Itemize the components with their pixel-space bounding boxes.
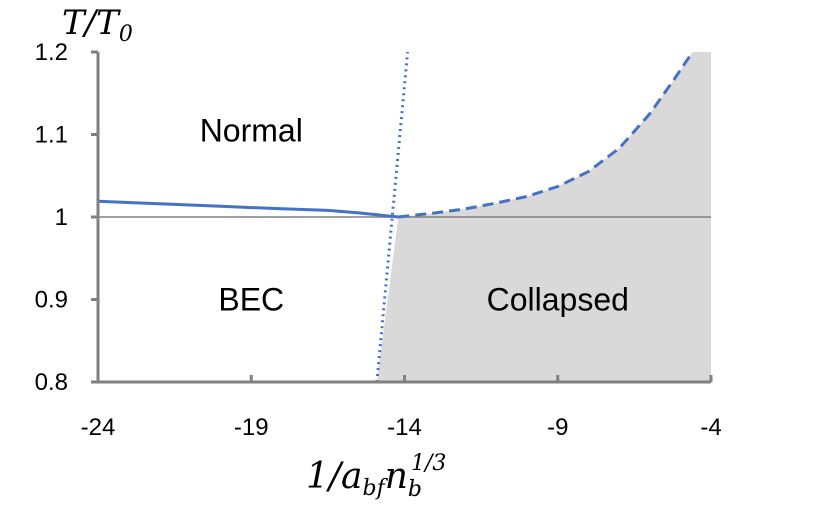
y-axis-title: T/T0 xyxy=(62,3,133,47)
x-axis-title: 1/abfnb1/3 xyxy=(306,451,446,502)
y-tick-label: 1 xyxy=(55,204,68,231)
x-tick-label: -24 xyxy=(81,414,116,441)
y-tick-label: 0.8 xyxy=(35,369,68,396)
x-axis-title-sub1: bf xyxy=(363,476,389,501)
x-axis-title-sub2: b xyxy=(408,477,422,502)
x-tick-label: -4 xyxy=(700,414,721,441)
y-axis-tick-labels: 0.8 0.9 1 1.1 1.2 xyxy=(35,39,68,396)
y-tick-label: 1.1 xyxy=(35,122,68,149)
x-axis-title-sup: 1/3 xyxy=(411,451,446,476)
series-dotted-line xyxy=(375,51,410,383)
region-label-collapsed: Collapsed xyxy=(487,282,629,318)
x-axis-title-mid: n xyxy=(385,456,408,497)
region-label-normal: Normal xyxy=(200,112,303,148)
x-tick-label: -14 xyxy=(387,414,422,441)
x-tick-label: -9 xyxy=(547,414,568,441)
series-dashed-line xyxy=(398,51,694,219)
region-annotations: Normal BEC Collapsed xyxy=(200,112,629,317)
x-axis-tick-labels: -24 -19 -14 -9 -4 xyxy=(81,414,722,441)
y-tick-label: 1.2 xyxy=(35,39,68,66)
x-axis-ticks xyxy=(96,375,713,382)
y-tick-label: 0.9 xyxy=(35,287,68,314)
y-axis-title-main: T/T xyxy=(62,3,121,43)
series-solid-line xyxy=(97,199,399,219)
x-axis-title-lead: 1/a xyxy=(306,456,363,497)
x-tick-label: -19 xyxy=(234,414,269,441)
y-axis-title-sub: 0 xyxy=(119,22,133,47)
region-label-bec: BEC xyxy=(218,282,284,318)
